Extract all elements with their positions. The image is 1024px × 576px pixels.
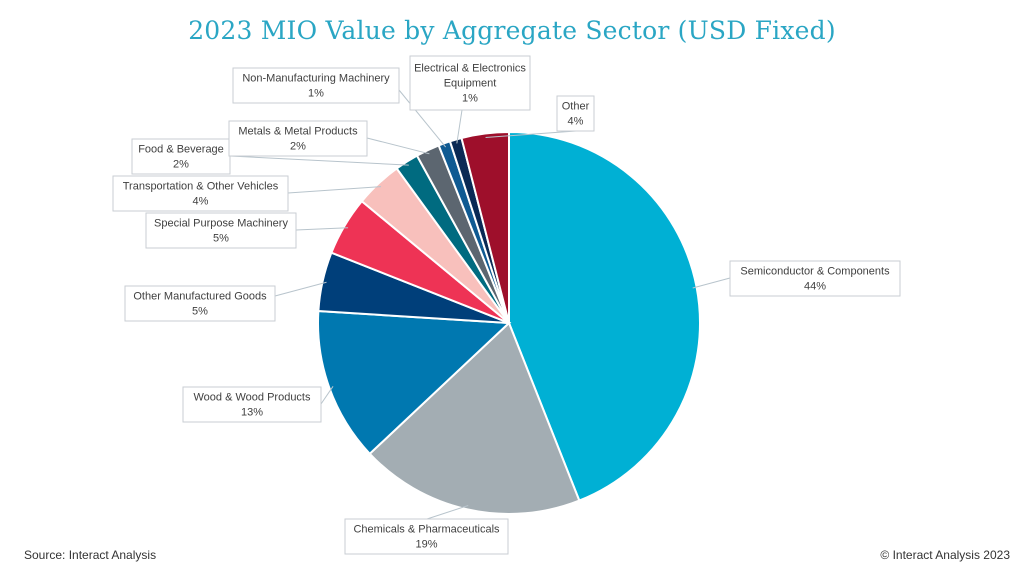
leader-line-metals-and-metal-products (366, 137, 430, 155)
slice-percent-label: 4% (193, 196, 209, 208)
leader-line-wood-and-wood-products (320, 386, 334, 405)
slice-label-metals-and-metal-products: Metals & Metal Products 2% (228, 120, 368, 157)
source-note: Source: Interact Analysis (24, 548, 157, 562)
slice-percent-label: 1% (462, 93, 478, 105)
slice-label-semiconductor-and-components: Semiconductor & Components 44% (729, 260, 901, 297)
slice-label-other: Other 4% (556, 95, 595, 132)
slice-name-label: Food & Beverage (138, 144, 224, 156)
pie-slice-other (460, 130, 510, 324)
slice-label-non-manufacturing-machinery: Non-Manufacturing Machinery 1% (232, 67, 400, 104)
slice-percent-label: 13% (241, 407, 263, 419)
leader-line-special-purpose-machinery (295, 227, 349, 231)
chart-title: 2023 MIO Value by Aggregate Sector (USD … (188, 16, 836, 45)
slice-percent-label: 5% (213, 233, 229, 245)
pie-slice-chemicals-and-pharmaceuticals (368, 321, 581, 515)
leader-line-chemicals-and-pharmaceuticals (426, 505, 469, 520)
label-box (112, 175, 289, 212)
label-box (145, 212, 297, 249)
slice-name-label: Special Purpose Machinery (154, 218, 288, 230)
slice-name-label: Other (562, 101, 590, 113)
slice-label-other-manufactured-goods: Other Manufactured Goods 5% (124, 285, 276, 322)
slice-percent-label: 5% (192, 306, 208, 318)
slice-percent-label: 2% (173, 159, 189, 171)
label-box (228, 120, 368, 157)
slice-percent-label: 19% (415, 539, 437, 551)
pie-slices (317, 130, 701, 515)
label-box (344, 518, 509, 555)
slice-name-label: Non-Manufacturing Machinery (242, 73, 390, 85)
label-box (556, 95, 595, 132)
slice-label-chemicals-and-pharmaceuticals: Chemicals & Pharmaceuticals 19% (344, 518, 509, 555)
slice-label-transportation-and-other-vehicles: Transportation & Other Vehicles 4% (112, 175, 289, 212)
slice-percent-label: 4% (568, 116, 584, 128)
slice-name-label: Wood & Wood Products (194, 392, 311, 404)
slice-percent-label: 2% (290, 141, 306, 153)
leader-line-semiconductor-and-components (692, 277, 731, 289)
slice-name-label: Equipment (444, 78, 497, 90)
leader-line-other-manufactured-goods (274, 281, 327, 297)
label-box (182, 386, 322, 423)
label-box (729, 260, 901, 297)
pie-slice-wood-and-wood-products (317, 309, 512, 456)
leader-line-food-and-beverage (229, 155, 409, 166)
slice-label-special-purpose-machinery: Special Purpose Machinery 5% (145, 212, 297, 249)
slice-labels: Semiconductor & Components 44% Chemicals &… (112, 55, 901, 555)
leader-lines (229, 89, 731, 520)
slice-name-label: Transportation & Other Vehicles (123, 181, 279, 193)
slice-name-label: Chemicals & Pharmaceuticals (353, 524, 500, 536)
slice-label-electrical-and-electronics-equipment: Electrical & Electronics Equipment 1% (409, 55, 531, 111)
slice-percent-label: 44% (804, 281, 826, 293)
leader-line-non-manufacturing-machinery (398, 89, 447, 148)
label-box (409, 55, 531, 111)
slice-label-wood-and-wood-products: Wood & Wood Products 13% (182, 386, 322, 423)
copyright-note: © Interact Analysis 2023 (880, 548, 1010, 562)
leader-line-other (485, 130, 577, 138)
slice-name-label: Semiconductor & Components (740, 266, 890, 278)
slice-name-label: Metals & Metal Products (238, 126, 358, 138)
leader-line-transportation-and-other-vehicles (287, 186, 382, 194)
slice-name-label: Electrical & Electronics (414, 63, 526, 75)
leader-line-electrical-and-electronics-equipment (456, 109, 463, 144)
slice-name-label: Other Manufactured Goods (133, 291, 267, 303)
label-box (124, 285, 276, 322)
label-box (232, 67, 400, 104)
slice-percent-label: 1% (308, 88, 324, 100)
slice-label-food-and-beverage: Food & Beverage 2% (131, 138, 231, 175)
